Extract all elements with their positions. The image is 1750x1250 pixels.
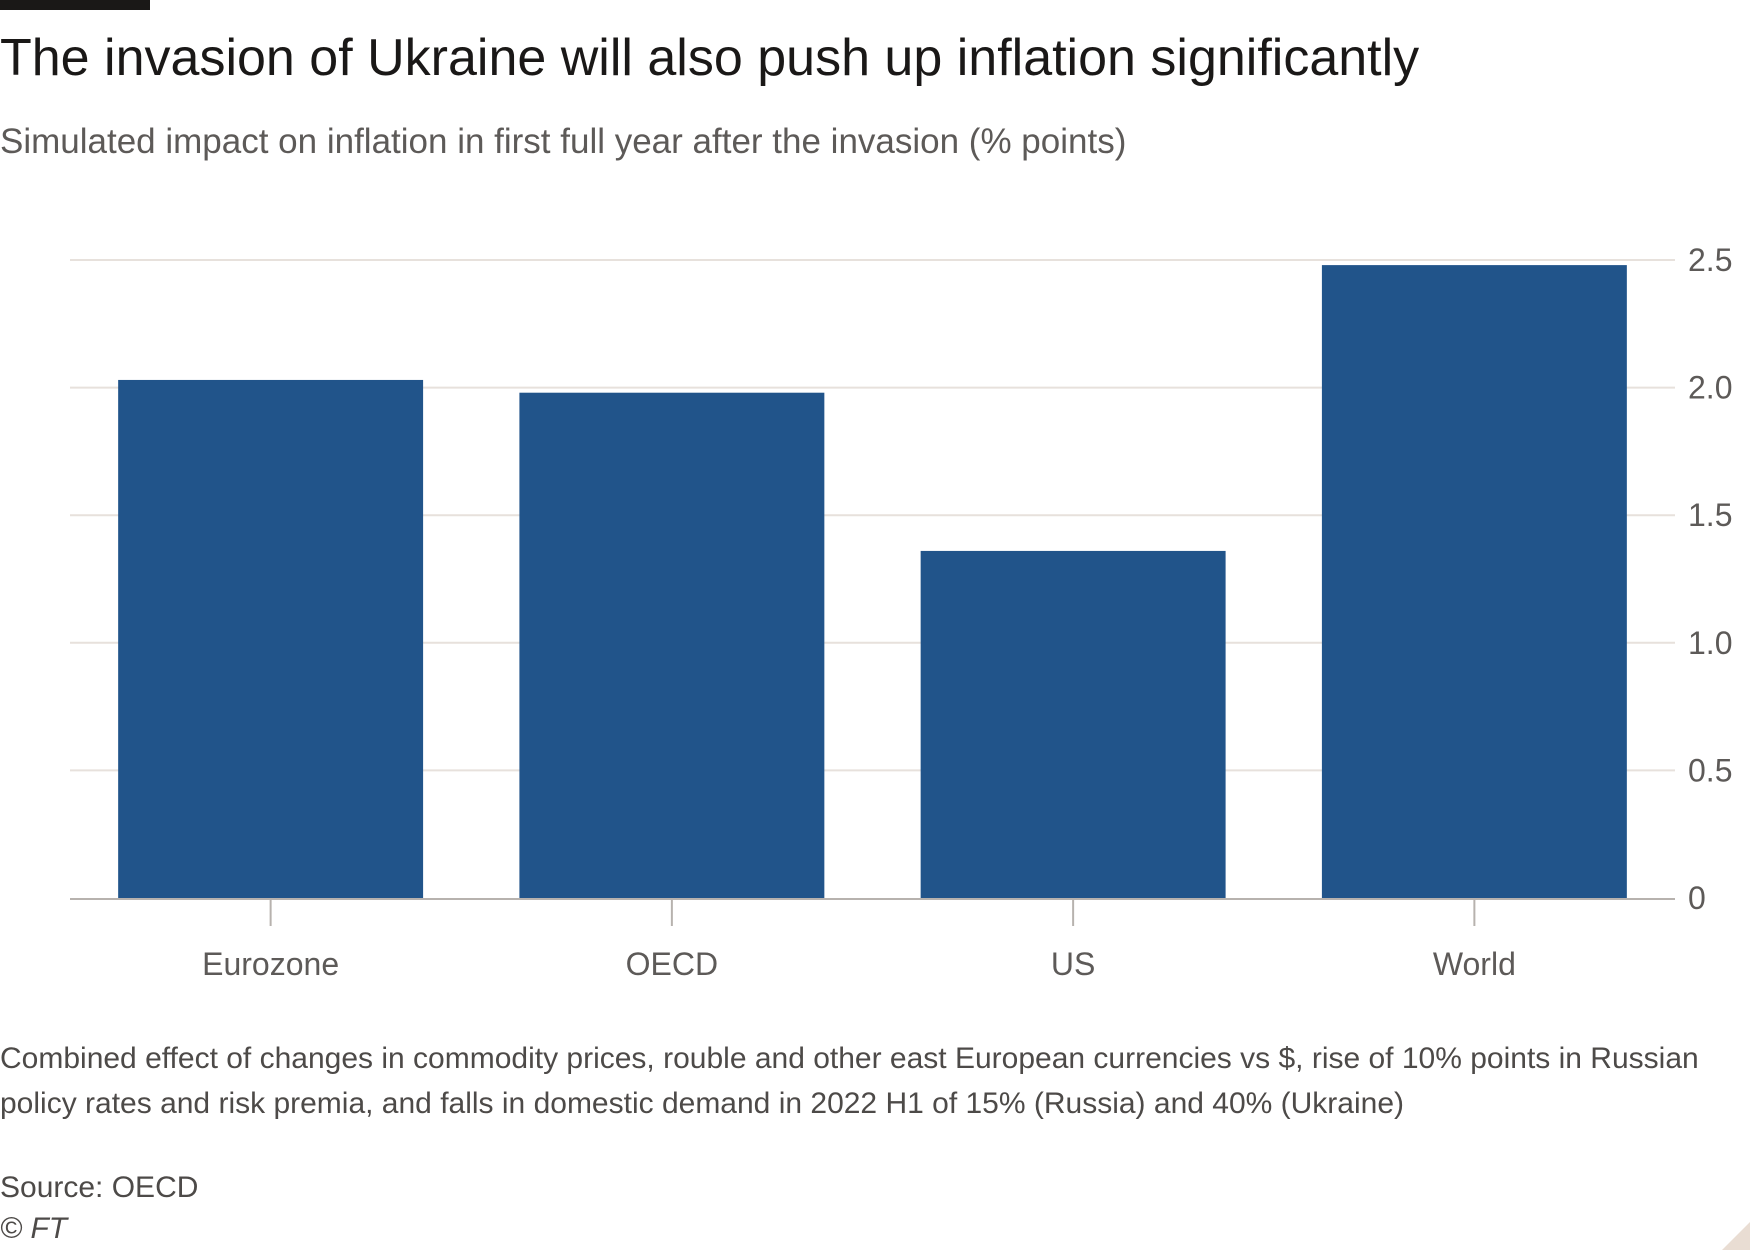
y-tick-label: 2.0: [1688, 370, 1732, 406]
chart-footnote: Combined effect of changes in commodity …: [0, 1042, 1699, 1120]
bar-us: [920, 550, 1226, 898]
x-tick-label: Eurozone: [202, 946, 339, 982]
corner-fold-icon: [1722, 1222, 1750, 1250]
y-tick-label: 0.5: [1688, 752, 1732, 788]
x-axis: [70, 898, 1675, 926]
y-tick-label: 1.5: [1688, 497, 1732, 533]
source-label: Source: OECD: [0, 1171, 199, 1204]
y-tick-label: 0: [1688, 880, 1706, 916]
chart-title: The invasion of Ukraine will also push u…: [0, 29, 1420, 87]
bar-eurozone: [118, 379, 424, 899]
copyright-label: © FT: [0, 1212, 68, 1245]
bar-oecd: [519, 392, 825, 898]
chart-subtitle: Simulated impact on inflation in first f…: [0, 122, 1127, 161]
y-tick-label: 1.0: [1688, 625, 1732, 661]
x-tick-label: US: [1051, 946, 1095, 982]
x-tick-label: OECD: [626, 946, 718, 982]
bar-world: [1321, 265, 1627, 898]
y-tick-labels: 0 0.5 1.0 1.5 2.0 2.5: [1688, 242, 1732, 916]
x-tick-labels: Eurozone OECD US World: [202, 946, 1516, 982]
bars: [118, 265, 1627, 899]
top-accent-bar: [0, 0, 150, 10]
bar-chart: 0 0.5 1.0 1.5 2.0 2.5 Eurozone OECD US World: [70, 242, 1732, 982]
x-tick-label: World: [1433, 946, 1516, 982]
y-tick-label: 2.5: [1688, 242, 1732, 278]
